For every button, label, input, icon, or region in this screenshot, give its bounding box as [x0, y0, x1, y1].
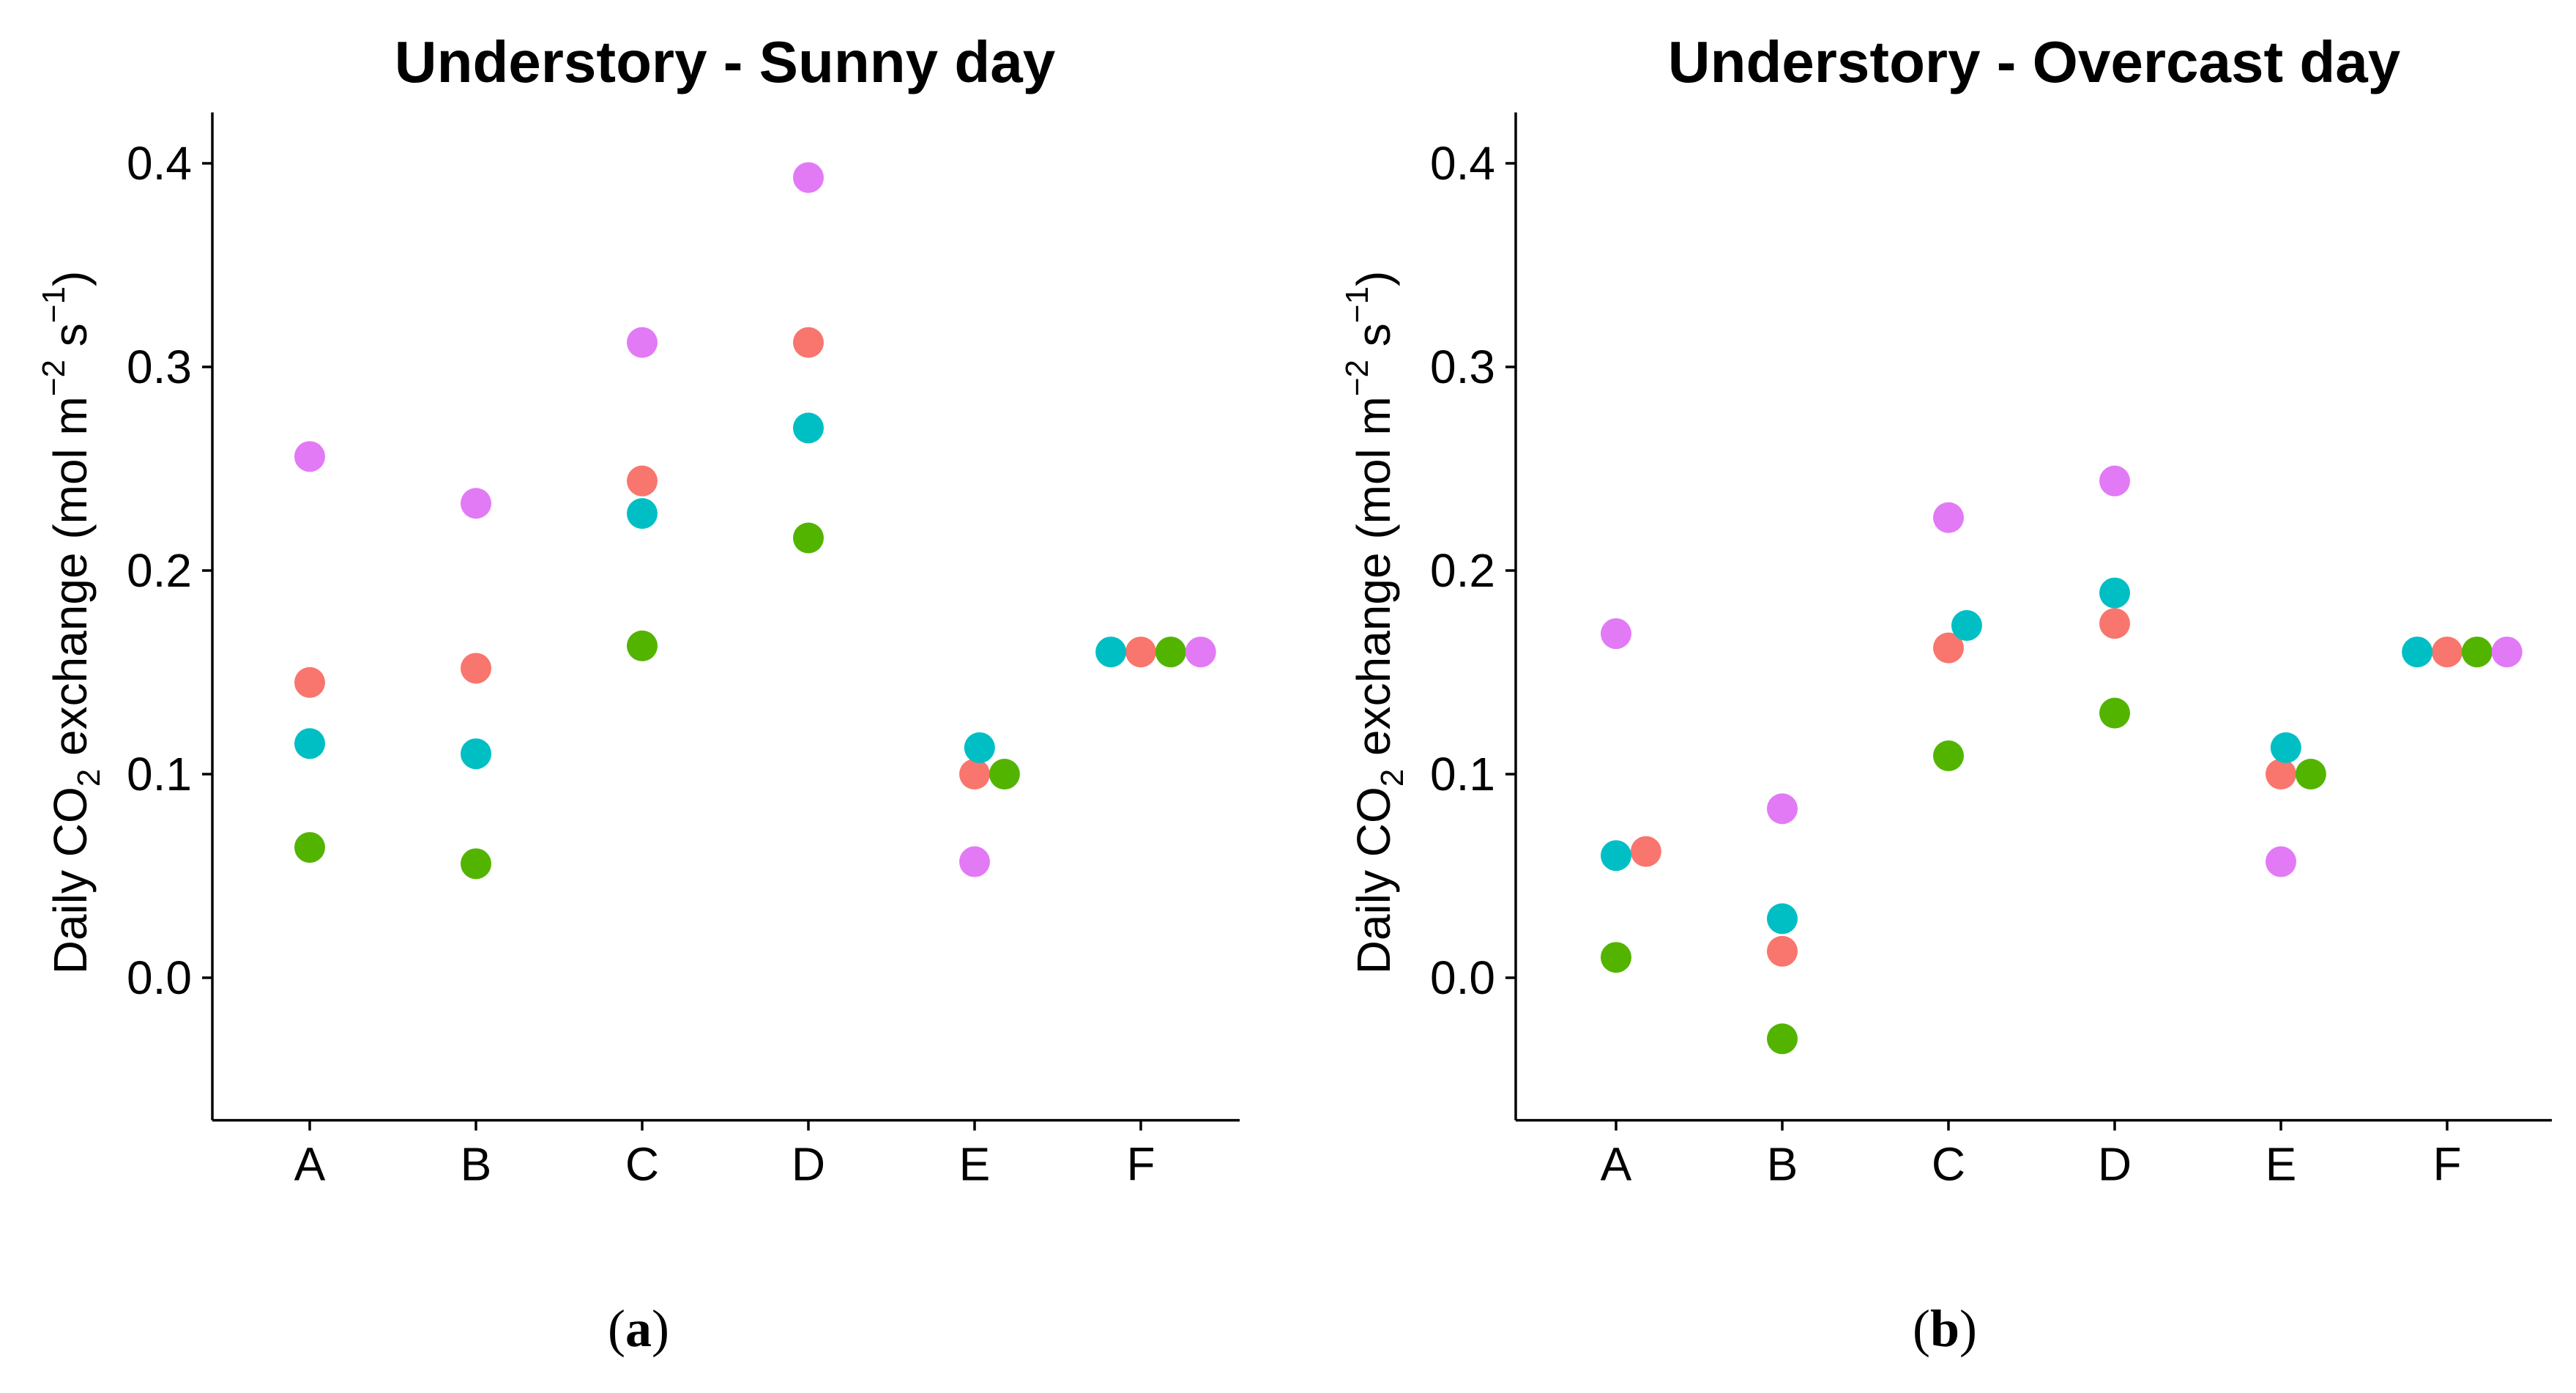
data-point-series-red-B — [461, 653, 491, 684]
data-point-series-green-D — [793, 522, 824, 554]
data-point-series-violet-F — [1185, 636, 1216, 668]
data-point-series-cyan-A — [294, 728, 325, 759]
data-point-series-red-E — [2266, 759, 2296, 790]
data-point-series-green-F — [2461, 636, 2493, 668]
data-point-series-green-A — [294, 832, 325, 863]
data-point-series-green-B — [461, 848, 491, 880]
data-point-series-violet-D — [2099, 465, 2130, 497]
y-axis-label: Daily CO2 exchange (mol m−2 s−1) — [36, 271, 107, 975]
data-point-series-violet-E — [959, 846, 990, 877]
data-point-series-cyan-B — [1767, 903, 1798, 935]
data-point-series-green-A — [1601, 942, 1631, 973]
y-tick-label: 0.3 — [1430, 341, 1495, 393]
data-point-series-cyan-C — [1951, 610, 1982, 642]
data-point-series-red-A — [294, 666, 325, 698]
panel-a: Understory - Sunny day Daily CO2 exchang… — [36, 29, 1240, 1358]
data-point-series-green-E — [2295, 759, 2326, 790]
x-tick-label: B — [461, 1138, 492, 1191]
data-point-series-red-D — [2099, 608, 2130, 639]
data-point-series-green-C — [627, 630, 658, 661]
data-point-series-red-E — [959, 759, 990, 790]
data-point-series-violet-E — [2266, 846, 2296, 877]
data-point-series-violet-B — [1767, 793, 1798, 825]
data-point-series-violet-B — [461, 488, 491, 519]
chart-title: Understory - Sunny day — [395, 29, 1056, 94]
x-tick-label: F — [1126, 1138, 1155, 1191]
x-tick-label: E — [2266, 1138, 2297, 1191]
x-tick-label: A — [1601, 1138, 1632, 1191]
data-point-series-red-B — [1767, 935, 1798, 967]
panel-label: (b) — [1913, 1299, 1977, 1358]
x-tick-label: C — [625, 1138, 659, 1191]
y-tick-label: 0.1 — [127, 748, 192, 800]
data-point-series-red-A — [1630, 836, 1661, 867]
data-point-series-cyan-F — [1095, 636, 1127, 668]
y-tick-label: 0.2 — [1430, 544, 1495, 597]
x-tick-label: D — [792, 1138, 825, 1191]
data-point-series-red-F — [1125, 636, 1156, 668]
x-tick-label: E — [959, 1138, 991, 1191]
data-point-series-violet-A — [294, 441, 325, 472]
x-tick-label: B — [1767, 1138, 1798, 1191]
y-tick-label: 0.0 — [1430, 951, 1495, 1004]
data-point-series-green-D — [2099, 697, 2130, 729]
y-tick-label: 0.0 — [127, 951, 192, 1004]
data-point-series-red-D — [793, 327, 824, 358]
y-tick-label: 0.3 — [127, 341, 192, 393]
chart-title: Understory - Overcast day — [1668, 29, 2401, 94]
y-tick-label: 0.4 — [127, 137, 192, 190]
y-tick-label: 0.2 — [127, 544, 192, 597]
data-point-series-cyan-A — [1601, 840, 1631, 872]
x-tick-label: C — [1932, 1138, 1965, 1191]
y-axis-label: Daily CO2 exchange (mol m−2 s−1) — [1339, 271, 1410, 975]
data-point-series-cyan-C — [627, 498, 658, 530]
data-point-series-violet-F — [2491, 636, 2523, 668]
data-point-series-cyan-F — [2402, 636, 2433, 668]
data-point-series-cyan-E — [964, 732, 995, 763]
data-point-series-cyan-D — [793, 412, 824, 444]
data-point-series-violet-C — [1933, 502, 1964, 533]
data-point-series-green-C — [1933, 740, 1964, 771]
x-tick-label: A — [294, 1138, 326, 1191]
data-point-series-red-C — [1933, 632, 1964, 664]
x-tick-label: F — [2432, 1138, 2461, 1191]
panel-label: (a) — [608, 1299, 669, 1358]
plot-area: 0.0 0.1 0.2 0.3 0.4 A B C D E F — [1430, 112, 2552, 1191]
data-point-series-green-B — [1767, 1023, 1798, 1055]
data-point-series-green-F — [1155, 636, 1186, 668]
data-point-series-cyan-E — [2270, 732, 2301, 763]
data-point-series-violet-A — [1601, 618, 1631, 650]
data-point-series-cyan-D — [2099, 577, 2130, 609]
data-point-series-cyan-B — [461, 738, 491, 770]
data-point-series-red-F — [2432, 636, 2463, 668]
data-point-series-violet-D — [793, 162, 824, 193]
x-tick-label: D — [2098, 1138, 2132, 1191]
data-point-series-red-C — [627, 465, 658, 497]
data-point-series-violet-C — [627, 327, 658, 358]
data-point-series-green-E — [989, 759, 1020, 790]
plot-area: 0.0 0.1 0.2 0.3 0.4 A B C D E F — [127, 112, 1240, 1191]
y-tick-label: 0.4 — [1430, 137, 1495, 190]
y-tick-label: 0.1 — [1430, 748, 1495, 800]
panel-b: Understory - Overcast day Daily CO2 exch… — [1339, 29, 2552, 1358]
